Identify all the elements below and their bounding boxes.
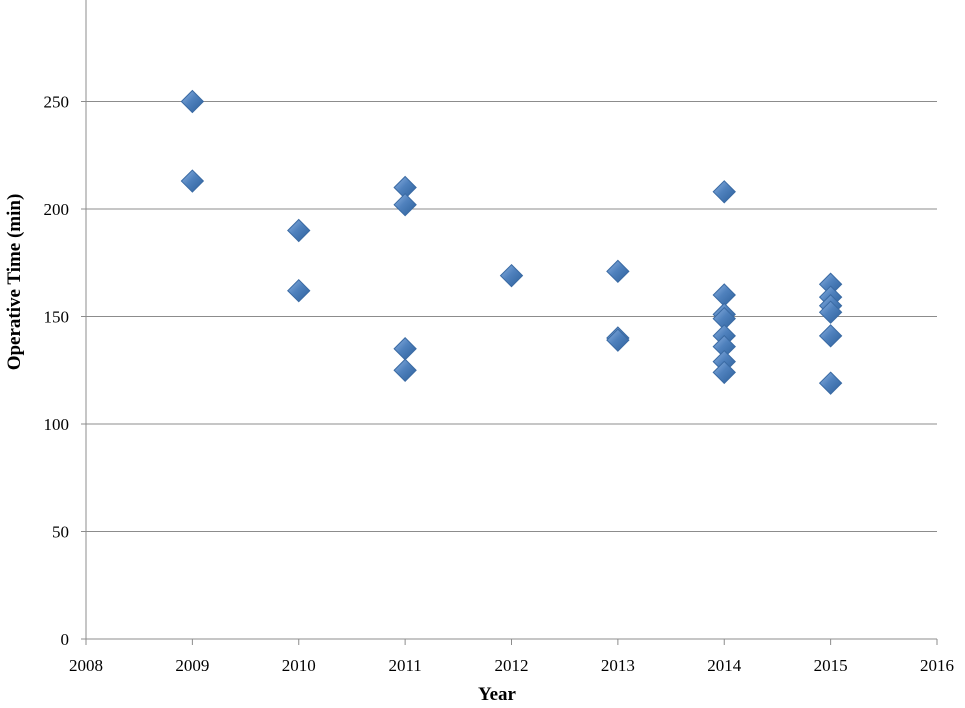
data-point: [818, 324, 843, 348]
data-point: [499, 263, 524, 288]
x-tick-label: 2012: [495, 656, 529, 675]
y-tick-label: 50: [52, 523, 69, 542]
y-axis-ticks: 0 50 100 150 200 250: [44, 93, 86, 649]
data-point: [180, 89, 205, 114]
x-tick-label: 2015: [814, 656, 848, 675]
data-point: [287, 218, 311, 243]
data-point: [606, 259, 630, 284]
data-point: [818, 300, 843, 324]
data-point: [712, 360, 736, 385]
x-tick-label: 2008: [69, 656, 103, 675]
data-points: [180, 89, 843, 395]
y-axis-title: Operative Time (min): [4, 194, 25, 371]
data-point: [393, 192, 417, 217]
x-tick-label: 2009: [175, 656, 209, 675]
data-point: [180, 169, 205, 193]
x-tick-label: 2010: [282, 656, 316, 675]
data-point: [818, 371, 843, 395]
x-tick-label: 2013: [601, 656, 635, 675]
data-point: [287, 278, 311, 303]
y-tick-label: 200: [44, 200, 70, 219]
axes: [85, 0, 937, 640]
x-axis-title: Year: [478, 684, 517, 705]
y-tick-label: 0: [61, 630, 70, 649]
data-point: [393, 358, 417, 382]
x-tick-label: 2016: [920, 656, 954, 675]
data-point: [712, 180, 736, 204]
y-tick-label: 250: [44, 93, 70, 112]
data-point: [393, 337, 417, 361]
y-tick-label: 100: [44, 415, 70, 434]
data-point: [606, 328, 630, 352]
x-tick-label: 2014: [707, 656, 742, 675]
x-axis-ticks: 2008 2009 2010 2011 2012 2013 2014 2015 2016: [69, 639, 954, 675]
x-tick-label: 2011: [388, 656, 421, 675]
gridlines: [86, 101, 937, 532]
y-tick-label: 150: [44, 308, 70, 327]
